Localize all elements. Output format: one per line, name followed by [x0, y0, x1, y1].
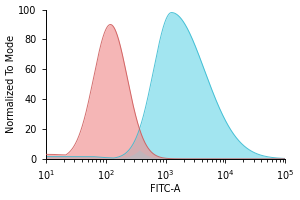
X-axis label: FITC-A: FITC-A: [150, 184, 181, 194]
Y-axis label: Normalized To Mode: Normalized To Mode: [6, 35, 16, 133]
